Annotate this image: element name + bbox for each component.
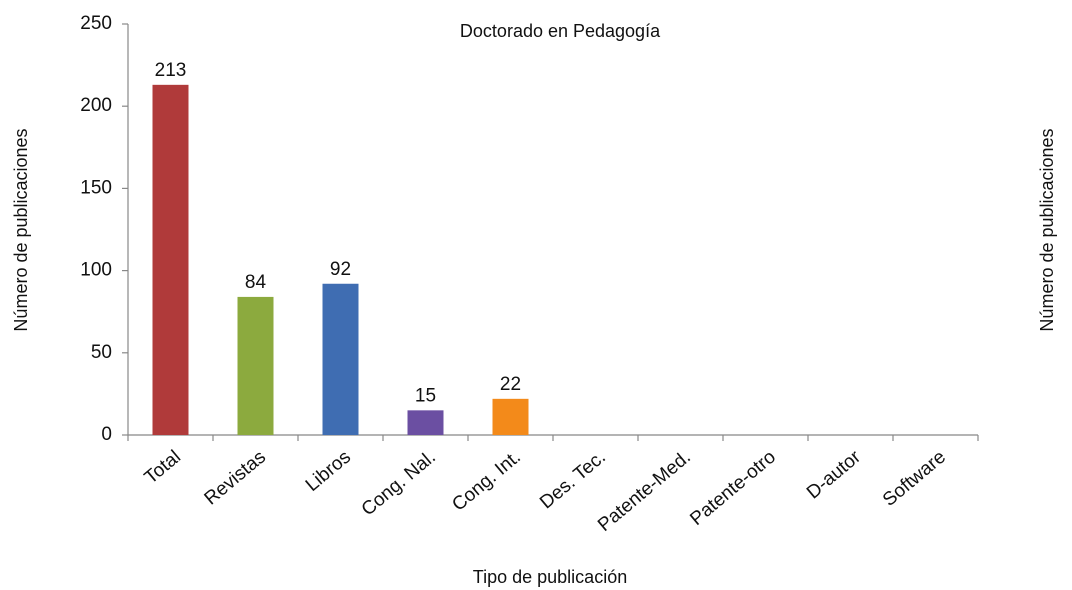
- y-tick-label: 50: [91, 342, 112, 363]
- bar: [152, 84, 189, 435]
- bar: [322, 283, 359, 435]
- x-tick-label: D-autor: [803, 446, 866, 503]
- y-axis-label: Número de publicaciones: [11, 128, 31, 331]
- x-tick-label: Cong. Nal.: [358, 447, 440, 521]
- x-tick-label: Software: [879, 447, 950, 511]
- y-tick-label: 250: [80, 13, 112, 34]
- x-tick-label: Cong. Int.: [448, 447, 525, 516]
- y2-axis-label: Número de publicaciones: [1037, 128, 1057, 331]
- chart-title: Doctorado en Pedagogía: [460, 21, 661, 41]
- y-tick-label: 100: [80, 260, 112, 281]
- x-tick-label: Revistas: [201, 447, 270, 510]
- data-label: 22: [500, 374, 521, 395]
- data-label: 15: [415, 385, 436, 406]
- bar: [407, 410, 444, 435]
- y-tick-label: 200: [80, 95, 112, 116]
- y-tick-label: 0: [101, 424, 112, 445]
- bar: [237, 296, 274, 435]
- x-axis-label: Tipo de publicación: [473, 567, 627, 587]
- y-tick-label: 150: [80, 177, 112, 198]
- bar: [492, 398, 529, 435]
- x-tick-label: Patente-otro: [686, 447, 780, 530]
- x-tick-label: Patente-Med.: [594, 447, 695, 536]
- data-label: 84: [245, 272, 267, 293]
- data-label: 92: [330, 259, 351, 280]
- x-tick-label: Des. Tec.: [536, 447, 610, 514]
- x-tick-label: Libros: [302, 447, 355, 496]
- x-tick-label: Total: [141, 447, 185, 489]
- data-label: 213: [155, 60, 187, 81]
